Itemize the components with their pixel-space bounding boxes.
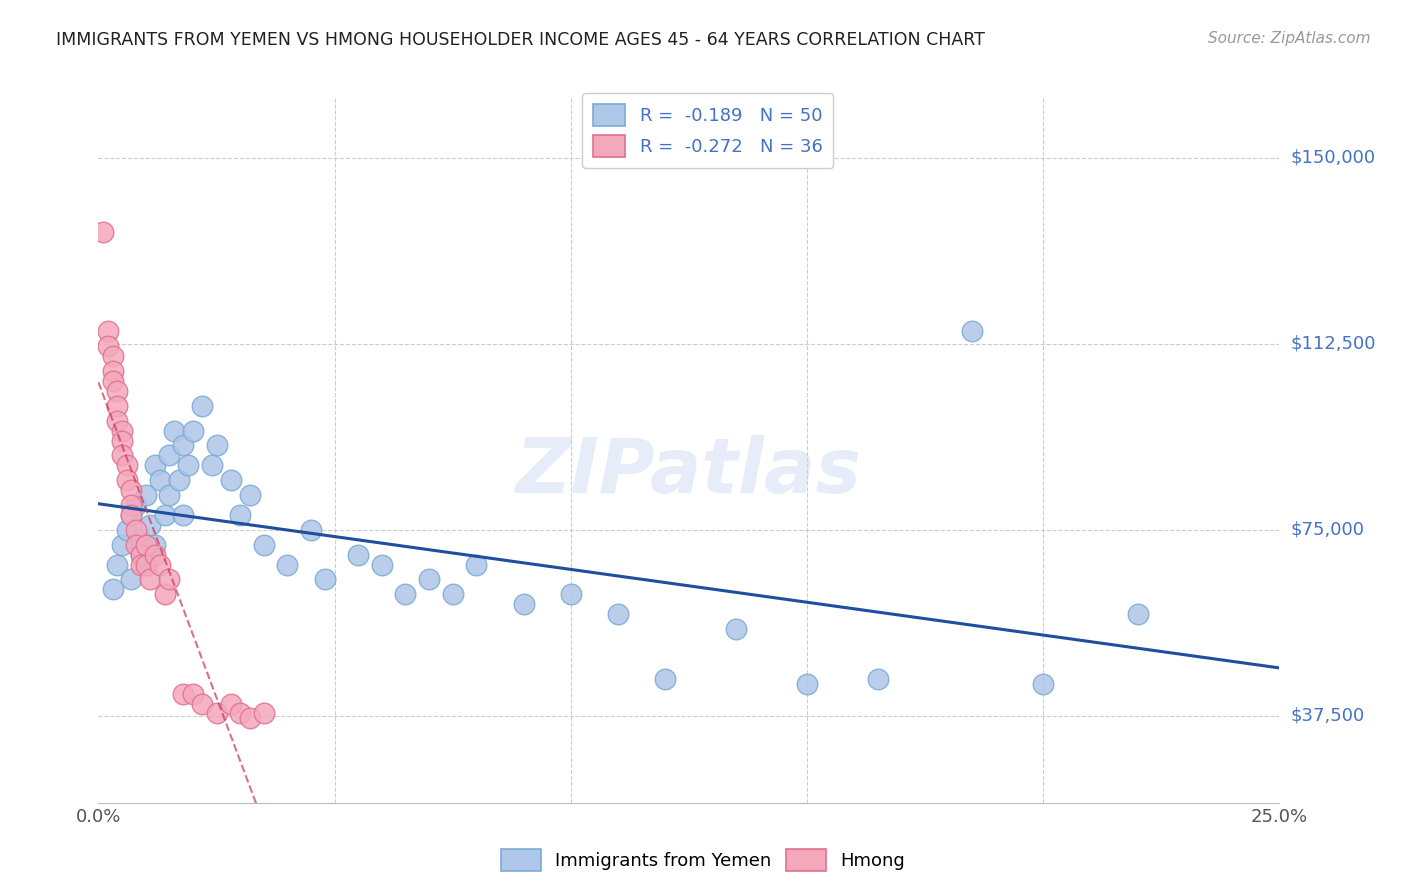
Point <box>167 473 190 487</box>
Point <box>121 508 143 522</box>
Point <box>105 414 128 428</box>
Legend: R =  -0.189   N = 50, R =  -0.272   N = 36: R = -0.189 N = 50, R = -0.272 N = 36 <box>582 93 834 168</box>
Point <box>191 697 214 711</box>
Point <box>201 458 224 473</box>
Point <box>172 438 194 452</box>
Point <box>181 687 204 701</box>
Point <box>101 349 124 363</box>
Point <box>121 483 143 498</box>
Point <box>125 498 148 512</box>
Point <box>560 587 582 601</box>
Point <box>157 488 180 502</box>
Point <box>91 225 114 239</box>
Point <box>163 424 186 438</box>
Point <box>153 508 176 522</box>
Point <box>121 498 143 512</box>
Point <box>105 384 128 398</box>
Text: Source: ZipAtlas.com: Source: ZipAtlas.com <box>1208 31 1371 46</box>
Point <box>125 523 148 537</box>
Text: $112,500: $112,500 <box>1291 334 1376 352</box>
Point <box>101 374 124 388</box>
Point <box>149 473 172 487</box>
Point <box>465 558 488 572</box>
Point <box>129 558 152 572</box>
Point <box>371 558 394 572</box>
Point <box>253 538 276 552</box>
Point <box>229 706 252 721</box>
Point <box>125 538 148 552</box>
Point <box>239 488 262 502</box>
Point <box>314 573 336 587</box>
Point <box>105 399 128 413</box>
Point <box>153 587 176 601</box>
Text: IMMIGRANTS FROM YEMEN VS HMONG HOUSEHOLDER INCOME AGES 45 - 64 YEARS CORRELATION: IMMIGRANTS FROM YEMEN VS HMONG HOUSEHOLD… <box>56 31 986 49</box>
Point <box>1032 676 1054 690</box>
Point <box>276 558 298 572</box>
Point <box>157 449 180 463</box>
Text: $75,000: $75,000 <box>1291 521 1365 539</box>
Text: $37,500: $37,500 <box>1291 707 1365 725</box>
Point <box>129 548 152 562</box>
Text: $150,000: $150,000 <box>1291 149 1375 167</box>
Point <box>654 672 676 686</box>
Point <box>962 324 984 338</box>
Point <box>121 508 143 522</box>
Point <box>219 473 242 487</box>
Point <box>191 399 214 413</box>
Point <box>101 364 124 378</box>
Point <box>172 687 194 701</box>
Point <box>135 558 157 572</box>
Point <box>607 607 630 622</box>
Point <box>866 672 889 686</box>
Point <box>111 449 134 463</box>
Point <box>172 508 194 522</box>
Point <box>1126 607 1149 622</box>
Point <box>149 558 172 572</box>
Point <box>139 517 162 532</box>
Point <box>143 548 166 562</box>
Point <box>105 558 128 572</box>
Point <box>394 587 416 601</box>
Point <box>796 676 818 690</box>
Point <box>347 548 370 562</box>
Point <box>143 538 166 552</box>
Point <box>181 424 204 438</box>
Point <box>115 458 138 473</box>
Point <box>115 523 138 537</box>
Point <box>253 706 276 721</box>
Point <box>97 324 120 338</box>
Point <box>205 706 228 721</box>
Legend: Immigrants from Yemen, Hmong: Immigrants from Yemen, Hmong <box>494 842 912 879</box>
Point <box>101 582 124 597</box>
Point <box>239 711 262 725</box>
Point <box>115 473 138 487</box>
Point <box>229 508 252 522</box>
Point <box>512 597 534 611</box>
Point <box>205 438 228 452</box>
Point <box>177 458 200 473</box>
Point <box>129 548 152 562</box>
Point <box>111 538 134 552</box>
Point <box>299 523 322 537</box>
Point <box>135 538 157 552</box>
Point <box>725 622 748 636</box>
Text: ZIPatlas: ZIPatlas <box>516 434 862 508</box>
Point <box>129 533 152 547</box>
Point <box>111 424 134 438</box>
Point <box>441 587 464 601</box>
Point <box>97 339 120 353</box>
Point <box>139 573 162 587</box>
Point <box>121 573 143 587</box>
Point <box>418 573 440 587</box>
Point <box>143 458 166 473</box>
Point <box>111 434 134 448</box>
Point <box>135 558 157 572</box>
Point <box>219 697 242 711</box>
Point <box>157 573 180 587</box>
Point <box>135 488 157 502</box>
